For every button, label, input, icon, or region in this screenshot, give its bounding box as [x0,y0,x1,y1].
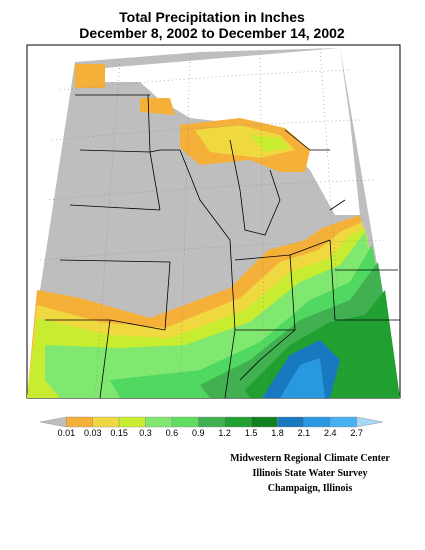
credit-line: Illinois State Water Survey [253,468,368,479]
legend-label: 1.5 [245,428,258,438]
legend-swatch [118,416,146,428]
legend-label: 1.2 [218,428,231,438]
legend-swatch [303,416,331,428]
legend-label: 0.9 [192,428,205,438]
legend-swatch [277,416,305,428]
legend-swatch [39,416,67,428]
legend-swatch [250,416,278,428]
precip-area [75,64,105,88]
legend-label: 2.7 [350,428,363,438]
legend-label: 0.01 [58,428,76,438]
grid-line [39,47,386,399]
outside-area [105,48,360,215]
legend-label: 0.15 [110,428,128,438]
legend-swatch [171,416,199,428]
legend-label: 0.6 [166,428,179,438]
legend-swatch [330,416,357,428]
credit-line: Champaign, Illinois [268,483,353,494]
legend-swatch [145,416,173,428]
credit-line: Midwestern Regional Climate Center [230,453,390,464]
title-line: Total Precipitation in Inches [119,9,305,25]
legend: 0.01 0.03 0.15 0.3 0.6 0.9 1.2 1.5 1.8 2.1 2.4 2.7 [39,416,384,438]
precip-area [280,358,325,398]
state-border [45,94,400,399]
legend-label: 0.3 [139,428,152,438]
legend-swatch [356,416,384,428]
map [26,44,401,399]
precip-area [140,98,175,115]
legend-swatch [198,416,225,428]
legend-swatch [224,416,252,428]
legend-swatch [92,416,120,428]
title-line: December 8, 2002 to December 14, 2002 [79,25,345,41]
legend-label: 1.8 [271,428,284,438]
legend-swatch [66,416,93,428]
precip-area [250,135,290,152]
legend-label: 0.03 [84,428,102,438]
legend-label: 2.1 [298,428,311,438]
legend-label: 2.4 [324,428,337,438]
